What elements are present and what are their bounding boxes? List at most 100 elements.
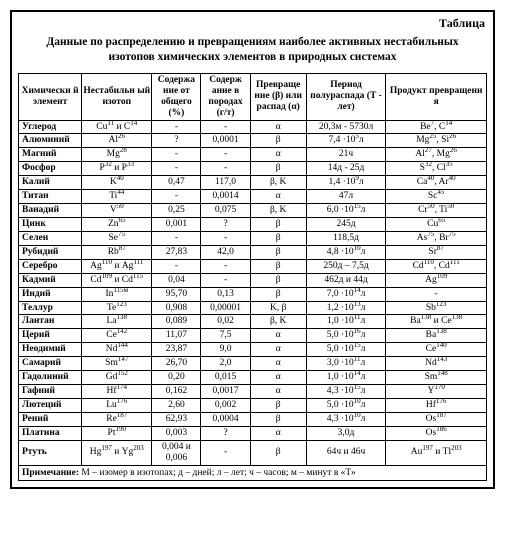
table-cell: β — [250, 162, 306, 176]
table-cell: ? — [152, 134, 201, 148]
table-cell: Sr87 — [386, 245, 487, 259]
table-row: УглеродCu11 и С14--α20,3м - 5730лBe7, C1… — [19, 120, 487, 134]
table-row: ТеллурTe1230,9080,00001K, β1,2 ·1013лSb1… — [19, 301, 487, 315]
table-cell: β, K — [250, 315, 306, 329]
table-cell: - — [152, 120, 201, 134]
table-cell: 0,015 — [201, 371, 250, 385]
col-halflife: Период полураспада (Т - лет) — [306, 73, 386, 120]
table-cell: β — [250, 245, 306, 259]
table-cell: 7,0 ·1014л — [306, 287, 386, 301]
table-cell: Цинк — [19, 218, 82, 232]
table-cell: 42,0 — [201, 245, 250, 259]
footnote-text: М – изомер в изотопах; д – дней; л – лет… — [81, 468, 355, 478]
table-cell: Ванадий — [19, 204, 82, 218]
table-cell: Гафний — [19, 385, 82, 399]
table-cell: Al27, Mg26 — [386, 148, 487, 162]
table-cell: Платина — [19, 426, 82, 440]
table-cell: 7,5 — [201, 329, 250, 343]
table-cell: 5,0 ·1016л — [306, 329, 386, 343]
table-cell: 4,3 ·1010л — [306, 412, 386, 426]
table-cell: 0,004 и 0,006 — [152, 440, 201, 465]
col-transform: Превраще ние (β) или распад (α) — [250, 73, 306, 120]
table-cell: Cu11 и С14 — [82, 120, 152, 134]
table-row: АлюминийAl26?0,0001β7,4 ·105лMg25, Si26 — [19, 134, 487, 148]
table-cell: 0,089 — [152, 315, 201, 329]
table-container: Таблица Данные по распределению и превра… — [10, 10, 495, 489]
table-cell: 0,002 — [201, 399, 250, 413]
table-cell: Zn65 — [82, 218, 152, 232]
table-cell: 0,13 — [201, 287, 250, 301]
table-cell: 20,3м - 5730л — [306, 120, 386, 134]
table-row: ИндийIn115м95,700,13β7,0 ·1014л- — [19, 287, 487, 301]
table-cell: α — [250, 357, 306, 371]
table-cell: - — [201, 120, 250, 134]
table-cell: 3,0д — [306, 426, 386, 440]
table-cell: Ртуть — [19, 440, 82, 465]
table-cell: α — [250, 190, 306, 204]
table-cell: Рубидий — [19, 245, 82, 259]
table-cell: Теллур — [19, 301, 82, 315]
table-cell: Os186 — [386, 426, 487, 440]
table-cell: 1,0 ·1014л — [306, 371, 386, 385]
table-cell: K, β — [250, 301, 306, 315]
table-cell: - — [201, 273, 250, 287]
table-cell: Mg28 — [82, 148, 152, 162]
table-cell: Cu65 — [386, 218, 487, 232]
footnote: Примечание: М – изомер в изотопах; д – д… — [18, 465, 487, 481]
table-cell: - — [152, 231, 201, 245]
table-row: РенийRe18762,930,0004β4,3 ·1010лOs187 — [19, 412, 487, 426]
table-row: ЦерийCe14211,077,5α5,0 ·1016лBa138 — [19, 329, 487, 343]
table-cell: - — [201, 231, 250, 245]
table-cell: 1,4 ·109л — [306, 176, 386, 190]
isotope-table: Химически й элемент Нестабильн ый изотоп… — [18, 73, 487, 466]
table-row: СеленSe75--β118,5дAs75, Br75 — [19, 231, 487, 245]
table-cell: 2,60 — [152, 399, 201, 413]
table-cell: 26,70 — [152, 357, 201, 371]
table-row: РубидийRb8727,8342,0β4,8 ·1010лSr87 — [19, 245, 487, 259]
table-row: ТитанTi44-0,0014α47лSc45 — [19, 190, 487, 204]
table-cell: Лантан — [19, 315, 82, 329]
table-cell: S32, Cl35 — [386, 162, 487, 176]
table-cell: 1,0 ·1011л — [306, 315, 386, 329]
table-cell: α — [250, 343, 306, 357]
table-cell: Селен — [19, 231, 82, 245]
table-cell: β — [250, 218, 306, 232]
table-cell: 245д — [306, 218, 386, 232]
footnote-label: Примечание: — [22, 468, 79, 478]
table-cell: Кадмий — [19, 273, 82, 287]
table-cell: 4,3 ·1015л — [306, 385, 386, 399]
table-cell: 64ч и 46ч — [306, 440, 386, 465]
table-cell: - — [152, 148, 201, 162]
table-cell: 117,0 — [201, 176, 250, 190]
table-cell: Калий — [19, 176, 82, 190]
table-cell: Nd144 — [82, 343, 152, 357]
table-cell: β — [250, 273, 306, 287]
table-row: ГафнийHf1740,1620,0017α4,3 ·1015лY170 — [19, 385, 487, 399]
table-cell: 6,0 ·1015л — [306, 204, 386, 218]
table-row: ЛантанLa1380,0890,02β, K1,0 ·1011лBa138 … — [19, 315, 487, 329]
table-cell: 0,04 — [152, 273, 201, 287]
table-cell: 0,075 — [201, 204, 250, 218]
table-cell: 0,0001 — [201, 134, 250, 148]
table-cell: Гадолиний — [19, 371, 82, 385]
table-row: СереброAg110 и Ag111--β250д – 7,5дCd110,… — [19, 259, 487, 273]
table-row: ПлатинаPt1900,003?α3,0дOs186 — [19, 426, 487, 440]
table-cell: Углерод — [19, 120, 82, 134]
table-cell: 0,162 — [152, 385, 201, 399]
table-cell: 0,908 — [152, 301, 201, 315]
table-cell: 47л — [306, 190, 386, 204]
table-cell: Алюминий — [19, 134, 82, 148]
table-cell: 14д - 25д — [306, 162, 386, 176]
table-cell: 5,0 ·1010л — [306, 399, 386, 413]
table-cell: β — [250, 134, 306, 148]
table-cell: 21ч — [306, 148, 386, 162]
table-title: Данные по распределению и превращениям н… — [22, 35, 483, 65]
table-cell: Серебро — [19, 259, 82, 273]
table-cell: Hg197 и Yg203 — [82, 440, 152, 465]
table-cell: 0,0014 — [201, 190, 250, 204]
table-cell: Al26 — [82, 134, 152, 148]
table-cell: 3,0 ·1011л — [306, 357, 386, 371]
table-row: СамарийSm14726,702,0α3,0 ·1011лNd143 — [19, 357, 487, 371]
table-row: НеодимийNd14423,879,0α5,0 ·1015лCe140 — [19, 343, 487, 357]
table-cell: - — [201, 148, 250, 162]
